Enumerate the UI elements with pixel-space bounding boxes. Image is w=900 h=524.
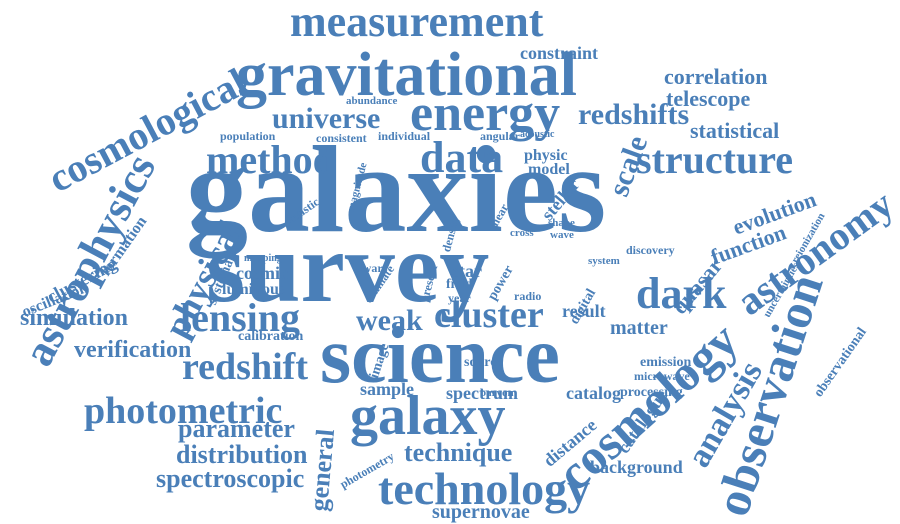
word-simulation: simulation xyxy=(20,305,129,331)
word-field: field xyxy=(446,277,473,292)
word-parameter: parameter xyxy=(178,414,295,443)
word-spectroscopic: spectroscopic xyxy=(156,464,305,493)
word-processing: processing xyxy=(620,385,683,400)
word-cosmic: cosmic xyxy=(236,263,288,283)
word-year: year xyxy=(448,291,471,305)
word-universe: universe xyxy=(272,102,381,135)
word-system: system xyxy=(588,255,620,267)
word-discovery: discovery xyxy=(626,243,675,257)
word-star: star xyxy=(452,261,482,281)
word-matter: matter xyxy=(610,317,668,339)
word-statistical: statistical xyxy=(690,118,780,143)
word-galaxies: galaxies xyxy=(186,121,607,258)
word-telescope: telescope xyxy=(666,86,751,111)
word-abundance: abundance xyxy=(346,95,398,107)
word-photometric: photometric xyxy=(84,390,283,432)
word-constraint: constraint xyxy=(520,43,598,63)
word-acoustic: acoustic xyxy=(520,129,555,140)
word-general: general xyxy=(304,427,341,513)
word-calibration: calibration xyxy=(238,329,304,344)
word-technique: technique xyxy=(404,438,513,467)
word-cross: cross xyxy=(510,227,534,239)
word-gravitational: gravitational xyxy=(236,41,577,109)
word-technology: technology xyxy=(378,463,591,514)
word-structure: structure xyxy=(636,137,793,182)
word-consistent: consistent xyxy=(316,131,367,145)
word-energy: energy xyxy=(410,85,561,142)
word-weak: weak xyxy=(356,304,423,337)
word-radio: radio xyxy=(514,289,542,303)
word-method: method xyxy=(206,137,335,182)
word-data: data xyxy=(420,133,504,182)
word-angular: angular xyxy=(480,129,521,143)
word-result: result xyxy=(562,301,606,321)
word-microwave: microwave xyxy=(634,369,690,383)
word-baryon: baryon xyxy=(480,387,514,399)
word-redshifts: redshifts xyxy=(578,98,690,131)
word-physic: physic xyxy=(524,147,568,164)
word-cluster: cluster xyxy=(434,294,544,336)
word-sample: sample xyxy=(360,379,414,399)
word-supernovae: supernovae xyxy=(432,501,530,523)
word-population: population xyxy=(220,129,276,143)
word-measurement: measurement xyxy=(290,0,544,46)
word-wave: wave xyxy=(550,229,574,241)
word-background: background xyxy=(590,457,683,477)
word-dwarf: dwarf xyxy=(356,261,387,275)
word-survey: survey xyxy=(206,212,490,323)
word-lensing: lensing xyxy=(180,295,301,340)
word-dark: dark xyxy=(636,269,727,318)
word-science: science xyxy=(320,312,560,400)
word-correlation: correlation xyxy=(664,64,768,89)
word-model: model xyxy=(528,161,570,178)
word-source: source xyxy=(464,355,503,370)
word-emission: emission xyxy=(640,355,692,370)
word-verification: verification xyxy=(74,337,192,363)
word-mapping: mapping xyxy=(244,253,282,264)
word-catalog: catalog xyxy=(566,383,621,403)
word-individual: individual xyxy=(378,129,431,143)
word-observational: observational xyxy=(811,325,870,401)
word-galaxy: galaxy xyxy=(350,385,506,447)
word-luminous: luminous xyxy=(222,281,286,298)
word-distribution: distribution xyxy=(176,440,308,469)
word-shape: shape xyxy=(548,217,575,229)
word-spectrum: spectrum xyxy=(446,383,518,403)
word-redshift: redshift xyxy=(182,346,308,388)
